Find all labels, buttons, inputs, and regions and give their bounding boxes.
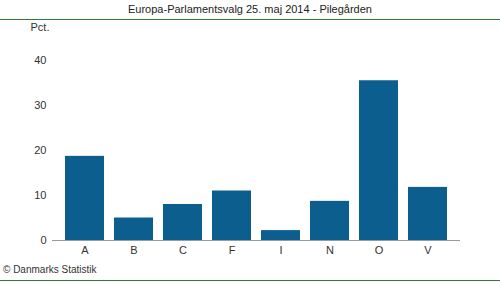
svg-text:B: B [130,244,137,256]
svg-text:C: C [179,244,187,256]
svg-text:N: N [326,244,334,256]
svg-text:V: V [424,244,432,256]
svg-text:30: 30 [34,99,46,111]
svg-text:I: I [279,244,282,256]
svg-text:40: 40 [34,54,46,66]
svg-text:0: 0 [40,234,46,246]
svg-text:A: A [81,244,89,256]
svg-text:20: 20 [34,144,46,156]
html-text:© Danmarks Statistik: © Danmarks Statistik [3,264,97,275]
svg-text:F: F [229,244,236,256]
svg-text:O: O [375,244,384,256]
html-text:Europa-Parlamentsvalg 25. maj: Europa-Parlamentsvalg 25. maj 2014 - Pil… [128,3,372,15]
svg-text:10: 10 [34,189,46,201]
svg-text:Pct.: Pct. [31,21,50,33]
